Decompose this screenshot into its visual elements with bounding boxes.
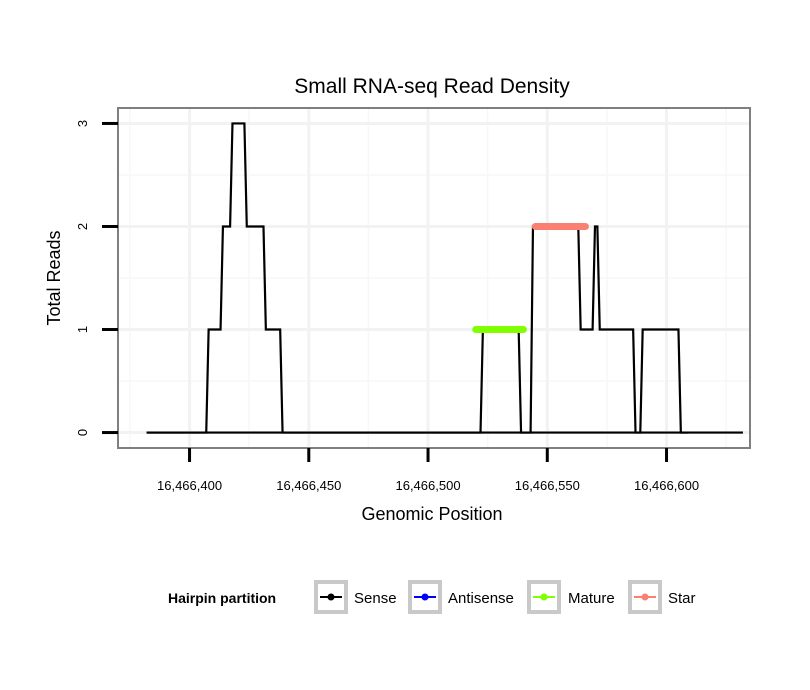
y-axis-label: Total Reads <box>44 230 64 325</box>
x-tick-label: 16,466,500 <box>395 478 460 493</box>
legend-label-mature: Mature <box>568 590 615 607</box>
series-sense-line <box>146 225 688 434</box>
y-axis: 0 1 2 3 <box>75 120 118 436</box>
legend-label-star: Star <box>668 590 696 607</box>
legend-key-point-mature <box>540 593 548 601</box>
legend-label-antisense: Antisense <box>448 590 514 607</box>
legend-key-point-sense <box>327 593 335 601</box>
y-tick-label: 0 <box>75 429 90 436</box>
x-tick-label: 16,466,600 <box>634 478 699 493</box>
y-tick-label: 3 <box>75 120 90 127</box>
x-tick-label: 16,466,550 <box>515 478 580 493</box>
legend-key-point-antisense <box>421 593 429 601</box>
x-axis-label: Genomic Position <box>361 504 502 524</box>
legend-label-sense: Sense <box>354 590 397 607</box>
y-tick-label: 1 <box>75 326 90 333</box>
x-tick-label: 16,466,400 <box>157 478 222 493</box>
panel-border <box>117 107 751 449</box>
legend-key-point-star <box>641 593 649 601</box>
chart-title: Small RNA-seq Read Density <box>294 75 570 98</box>
x-axis: 16,466,400 16,466,450 16,466,500 16,466,550… <box>157 448 699 493</box>
legend: Hairpin partition Sense Antisense Mature St… <box>168 580 696 614</box>
series-sense-line <box>146 122 743 434</box>
plot-panel <box>118 108 750 448</box>
legend-title: Hairpin partition <box>168 590 276 606</box>
series-layer <box>146 122 743 434</box>
x-tick-label: 16,466,450 <box>276 478 341 493</box>
y-tick-label: 2 <box>75 223 90 230</box>
